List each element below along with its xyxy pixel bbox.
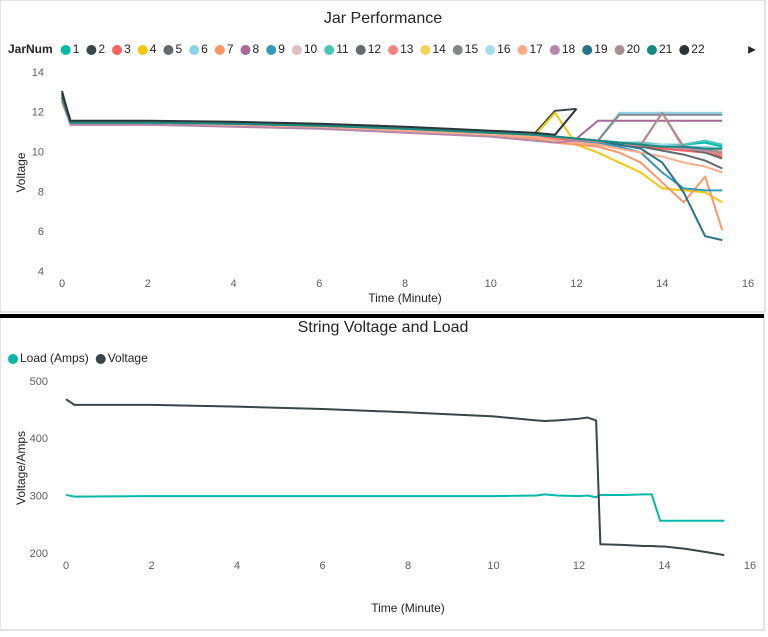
series-line [61, 96, 723, 242]
x-tick-label: 2 [145, 278, 151, 290]
legend-marker [614, 45, 625, 55]
legend-label: 18 [562, 42, 576, 56]
x-tick-label: 0 [63, 560, 69, 572]
legend-label: 21 [659, 42, 673, 56]
y-tick-label: 4 [38, 266, 44, 278]
x-tick-label: 2 [148, 560, 154, 572]
series-line [61, 92, 578, 136]
x-tick-label: 4 [230, 278, 236, 290]
legend-marker [549, 45, 560, 55]
series-line [61, 100, 723, 174]
legend-label: 22 [691, 42, 705, 56]
legend-label: 2 [98, 42, 105, 56]
legend-label: 1 [73, 42, 80, 56]
x-tick-label: 6 [316, 278, 322, 290]
x-tick-label: 8 [402, 278, 408, 290]
legend-scroll-arrow[interactable]: ▶ [748, 45, 756, 56]
x-tick-label: 12 [570, 278, 582, 290]
legend-marker [86, 45, 97, 55]
y-tick-label: 14 [32, 67, 44, 79]
legend-marker [112, 45, 123, 55]
chart-title: String Voltage and Load [298, 319, 469, 336]
legend-marker [324, 45, 335, 55]
legend-marker [517, 45, 528, 55]
legend-label: 9 [278, 42, 285, 56]
legend-label: 12 [368, 42, 382, 56]
legend-label: 7 [227, 42, 234, 56]
series-line [61, 96, 723, 150]
legend-label: 6 [201, 42, 208, 56]
legend-label: 20 [627, 42, 641, 56]
x-tick-label: 10 [487, 560, 499, 572]
y-tick-label: 400 [30, 433, 48, 445]
y-tick-label: 300 [30, 491, 48, 503]
series-line [61, 102, 723, 204]
legend-label: 19 [594, 42, 608, 56]
y-tick-label: 200 [30, 548, 48, 560]
legend-label: Load (Amps) [20, 351, 89, 365]
legend-label: 5 [175, 42, 182, 56]
chart-frame [0, 0, 766, 313]
y-tick-label: 6 [38, 226, 44, 238]
legend-marker [291, 45, 302, 55]
x-tick-label: 14 [658, 560, 670, 572]
legend-marker [420, 45, 431, 55]
legend-marker [189, 45, 200, 55]
x-tick-label: 4 [234, 560, 240, 572]
legend-marker [582, 45, 593, 55]
x-tick-label: 8 [405, 560, 411, 572]
y-tick-label: 10 [32, 147, 44, 159]
y-tick-label: 12 [32, 107, 44, 119]
legend-label: 14 [432, 42, 446, 56]
y-axis-label: Voltage/Amps [14, 431, 28, 505]
x-tick-label: 0 [59, 278, 65, 290]
legend-marker [214, 45, 225, 55]
legend-label: 10 [304, 42, 318, 56]
legend-label: 11 [336, 42, 349, 56]
legend-marker [266, 45, 277, 55]
x-tick-label: 10 [485, 278, 497, 290]
legend-marker [240, 45, 251, 55]
legend-marker [163, 45, 174, 55]
x-tick-label: 6 [319, 560, 325, 572]
legend-label: 4 [150, 42, 157, 56]
legend-marker [60, 45, 71, 55]
x-tick-label: 16 [742, 278, 754, 290]
x-tick-label: 16 [744, 560, 756, 572]
legend-label: 16 [497, 42, 511, 56]
x-tick-label: 12 [573, 560, 585, 572]
x-axis-label: Time (Minute) [368, 291, 442, 305]
legend-title: JarNum [8, 42, 53, 56]
legend-label: 17 [530, 42, 544, 56]
x-axis-label: Time (Minute) [371, 601, 445, 615]
legend-label: 8 [253, 42, 260, 56]
legend-marker [452, 45, 463, 55]
legend-marker [355, 45, 366, 55]
legend-marker [95, 354, 106, 364]
x-tick-label: 14 [656, 278, 668, 290]
y-tick-label: 8 [38, 186, 44, 198]
legend-marker [388, 45, 399, 55]
legend-marker [485, 45, 496, 55]
y-tick-label: 500 [30, 376, 48, 388]
legend-label: 3 [124, 42, 131, 56]
legend-label: Voltage [108, 351, 148, 365]
legend-marker [679, 45, 690, 55]
legend-marker [646, 45, 657, 55]
series-line [65, 493, 725, 522]
legend-marker [8, 354, 18, 364]
chart-title: Jar Performance [324, 10, 442, 27]
y-axis-label: Voltage [14, 152, 28, 192]
series-line [65, 398, 725, 557]
legend-label: 15 [465, 42, 479, 56]
legend-marker [137, 45, 148, 55]
legend-label: 13 [400, 42, 414, 56]
